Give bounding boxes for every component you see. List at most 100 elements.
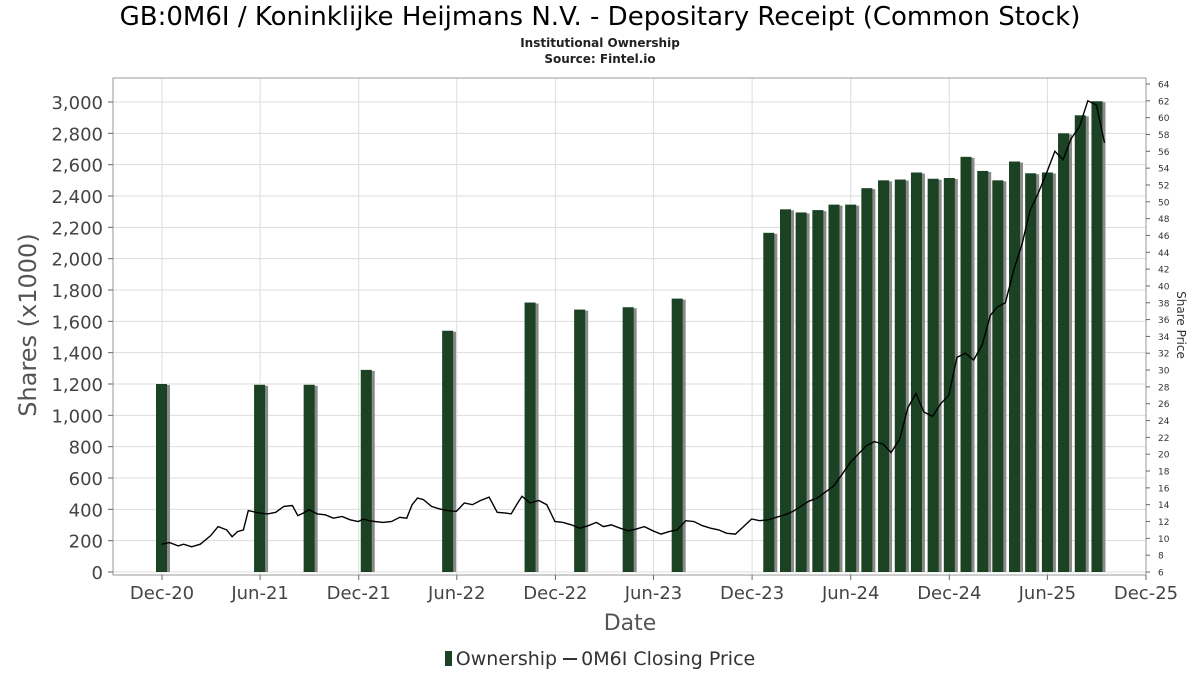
y-tick-label: 1,800: [51, 281, 103, 302]
y2-tick-label: 34: [1158, 333, 1170, 343]
y-tick-label: 1,200: [51, 375, 103, 396]
chart-subtitle: Institutional Ownership: [520, 36, 680, 50]
y2-tick-label: 32: [1158, 350, 1169, 360]
chart-canvas: Dec-20 Jun-21 Dec-21 Jun-22 Dec-22 Jun-23 Dec-…: [14, 77, 1188, 636]
ownership-bar: [763, 232, 775, 573]
y2-tick-label: 18: [1158, 468, 1170, 478]
y2-tick-label: 14: [1158, 501, 1170, 511]
ownership-bar: [1091, 101, 1103, 572]
ownership-bar: [943, 177, 955, 572]
x-tick-label: Dec-22: [523, 583, 587, 604]
ownership-bar: [360, 369, 372, 572]
ownership-bar: [254, 384, 266, 572]
y2-tick-label: 40: [1158, 282, 1170, 292]
y2-tick-label: 38: [1158, 299, 1170, 309]
ownership-bar: [894, 179, 906, 573]
y2-tick-label: 24: [1158, 417, 1170, 427]
legend-ownership-swatch: [444, 651, 452, 666]
y-tick-label: 3,000: [51, 93, 103, 114]
ownership-bar: [960, 156, 972, 573]
y-tick-label: 2,600: [51, 156, 103, 177]
ownership-bar: [574, 309, 586, 572]
y-tick-label: 1,600: [51, 312, 103, 333]
axis-layer: Dec-20 Jun-21 Dec-21 Jun-22 Dec-22 Jun-23 Dec-…: [51, 81, 1178, 605]
y-tick-label: 0: [92, 563, 103, 584]
ownership-bar: [795, 212, 807, 572]
ownership-bar: [442, 330, 454, 572]
y2-tick-label: 50: [1158, 198, 1170, 208]
x-tick-label: Jun-22: [427, 583, 486, 604]
y2-tick-label: 30: [1158, 367, 1170, 377]
y2-tick-label: 42: [1158, 266, 1169, 276]
y-axis-label: Shares (x1000): [14, 233, 42, 416]
y2-tick-label: 16: [1158, 484, 1170, 494]
ownership-bar: [524, 302, 536, 572]
y-tick-label: 600: [69, 469, 103, 490]
y2-tick-label: 62: [1158, 97, 1169, 107]
y2-tick-label: 54: [1158, 165, 1170, 175]
chart-title: GB:0M6I / Koninklijke Heijmans N.V. - De…: [119, 2, 1081, 32]
y2-tick-label: 64: [1158, 81, 1170, 91]
x-tick-label: Jun-21: [230, 583, 289, 604]
ownership-bar: [861, 188, 873, 572]
legend-price-swatch: [563, 658, 578, 660]
y2-tick-label: 46: [1158, 232, 1170, 242]
ownership-bar: [828, 204, 840, 572]
ownership-bar: [1058, 133, 1070, 573]
x-tick-label: Dec-24: [917, 583, 981, 604]
x-tick-label: Jun-24: [821, 583, 880, 604]
y-tick-label: 2,000: [51, 250, 103, 271]
y-tick-label: 1,400: [51, 344, 103, 365]
y2-tick-label: 10: [1158, 535, 1170, 545]
x-tick-label: Jun-23: [624, 583, 683, 604]
y-tick-label: 2,200: [51, 218, 103, 239]
ownership-bar: [303, 384, 315, 572]
y2-tick-label: 56: [1158, 148, 1170, 158]
y-tick-label: 1,000: [51, 406, 103, 427]
ownership-bar: [977, 170, 989, 572]
plot-frame: [112, 77, 1147, 576]
ownership-bar: [1025, 173, 1037, 573]
ownership-bar: [622, 307, 634, 572]
y2-tick-label: 60: [1158, 114, 1170, 124]
legend-price-label: 0M6I Closing Price: [581, 648, 756, 670]
price-line: [161, 99, 1106, 548]
y2-tick-label: 48: [1158, 215, 1170, 225]
x-tick-label: Dec-20: [130, 583, 194, 604]
y2-tick-label: 26: [1158, 400, 1170, 410]
y2-tick-label: 20: [1158, 451, 1170, 461]
y2-tick-label: 44: [1158, 249, 1170, 259]
ownership-bar: [927, 178, 939, 572]
ownership-bar: [910, 172, 922, 572]
x-tick-label: Dec-21: [327, 583, 391, 604]
ownership-bar: [1041, 172, 1053, 572]
y-tick-label: 2,400: [51, 187, 103, 208]
legend-ownership-label: Ownership: [455, 648, 558, 670]
ownership-bar: [812, 210, 824, 572]
y-tick-label: 800: [69, 438, 103, 459]
y2-tick-label: 36: [1158, 316, 1170, 326]
x-tick-label: Dec-25: [1114, 583, 1178, 604]
ownership-bars: [155, 101, 1106, 573]
y-tick-label: 200: [69, 532, 103, 553]
y-tick-label: 2,800: [51, 124, 103, 145]
ownership-bar: [878, 180, 890, 573]
x-tick-label: Dec-23: [720, 583, 784, 604]
y-tick-label: 400: [69, 500, 103, 521]
y2-tick-label: 22: [1158, 434, 1169, 444]
ownership-bar: [992, 180, 1004, 573]
ownership-bar: [845, 204, 857, 572]
y2-tick-label: 28: [1158, 383, 1170, 393]
x-axis-label: Date: [604, 611, 657, 636]
price-line-layer: [161, 99, 1106, 548]
ownership-bar: [155, 384, 167, 572]
x-tick-label: Jun-25: [1018, 583, 1077, 604]
ownership-bar: [1074, 115, 1086, 573]
legend: Ownership 0M6I Closing Price: [0, 648, 1200, 670]
y2-tick-label: 6: [1158, 569, 1164, 579]
ownership-bar: [1009, 161, 1021, 573]
y2-axis-label: Share Price: [1174, 291, 1188, 359]
chart-source: Source: Fintel.io: [544, 52, 656, 66]
ownership-bar: [671, 298, 683, 572]
y2-tick-label: 58: [1158, 131, 1170, 141]
